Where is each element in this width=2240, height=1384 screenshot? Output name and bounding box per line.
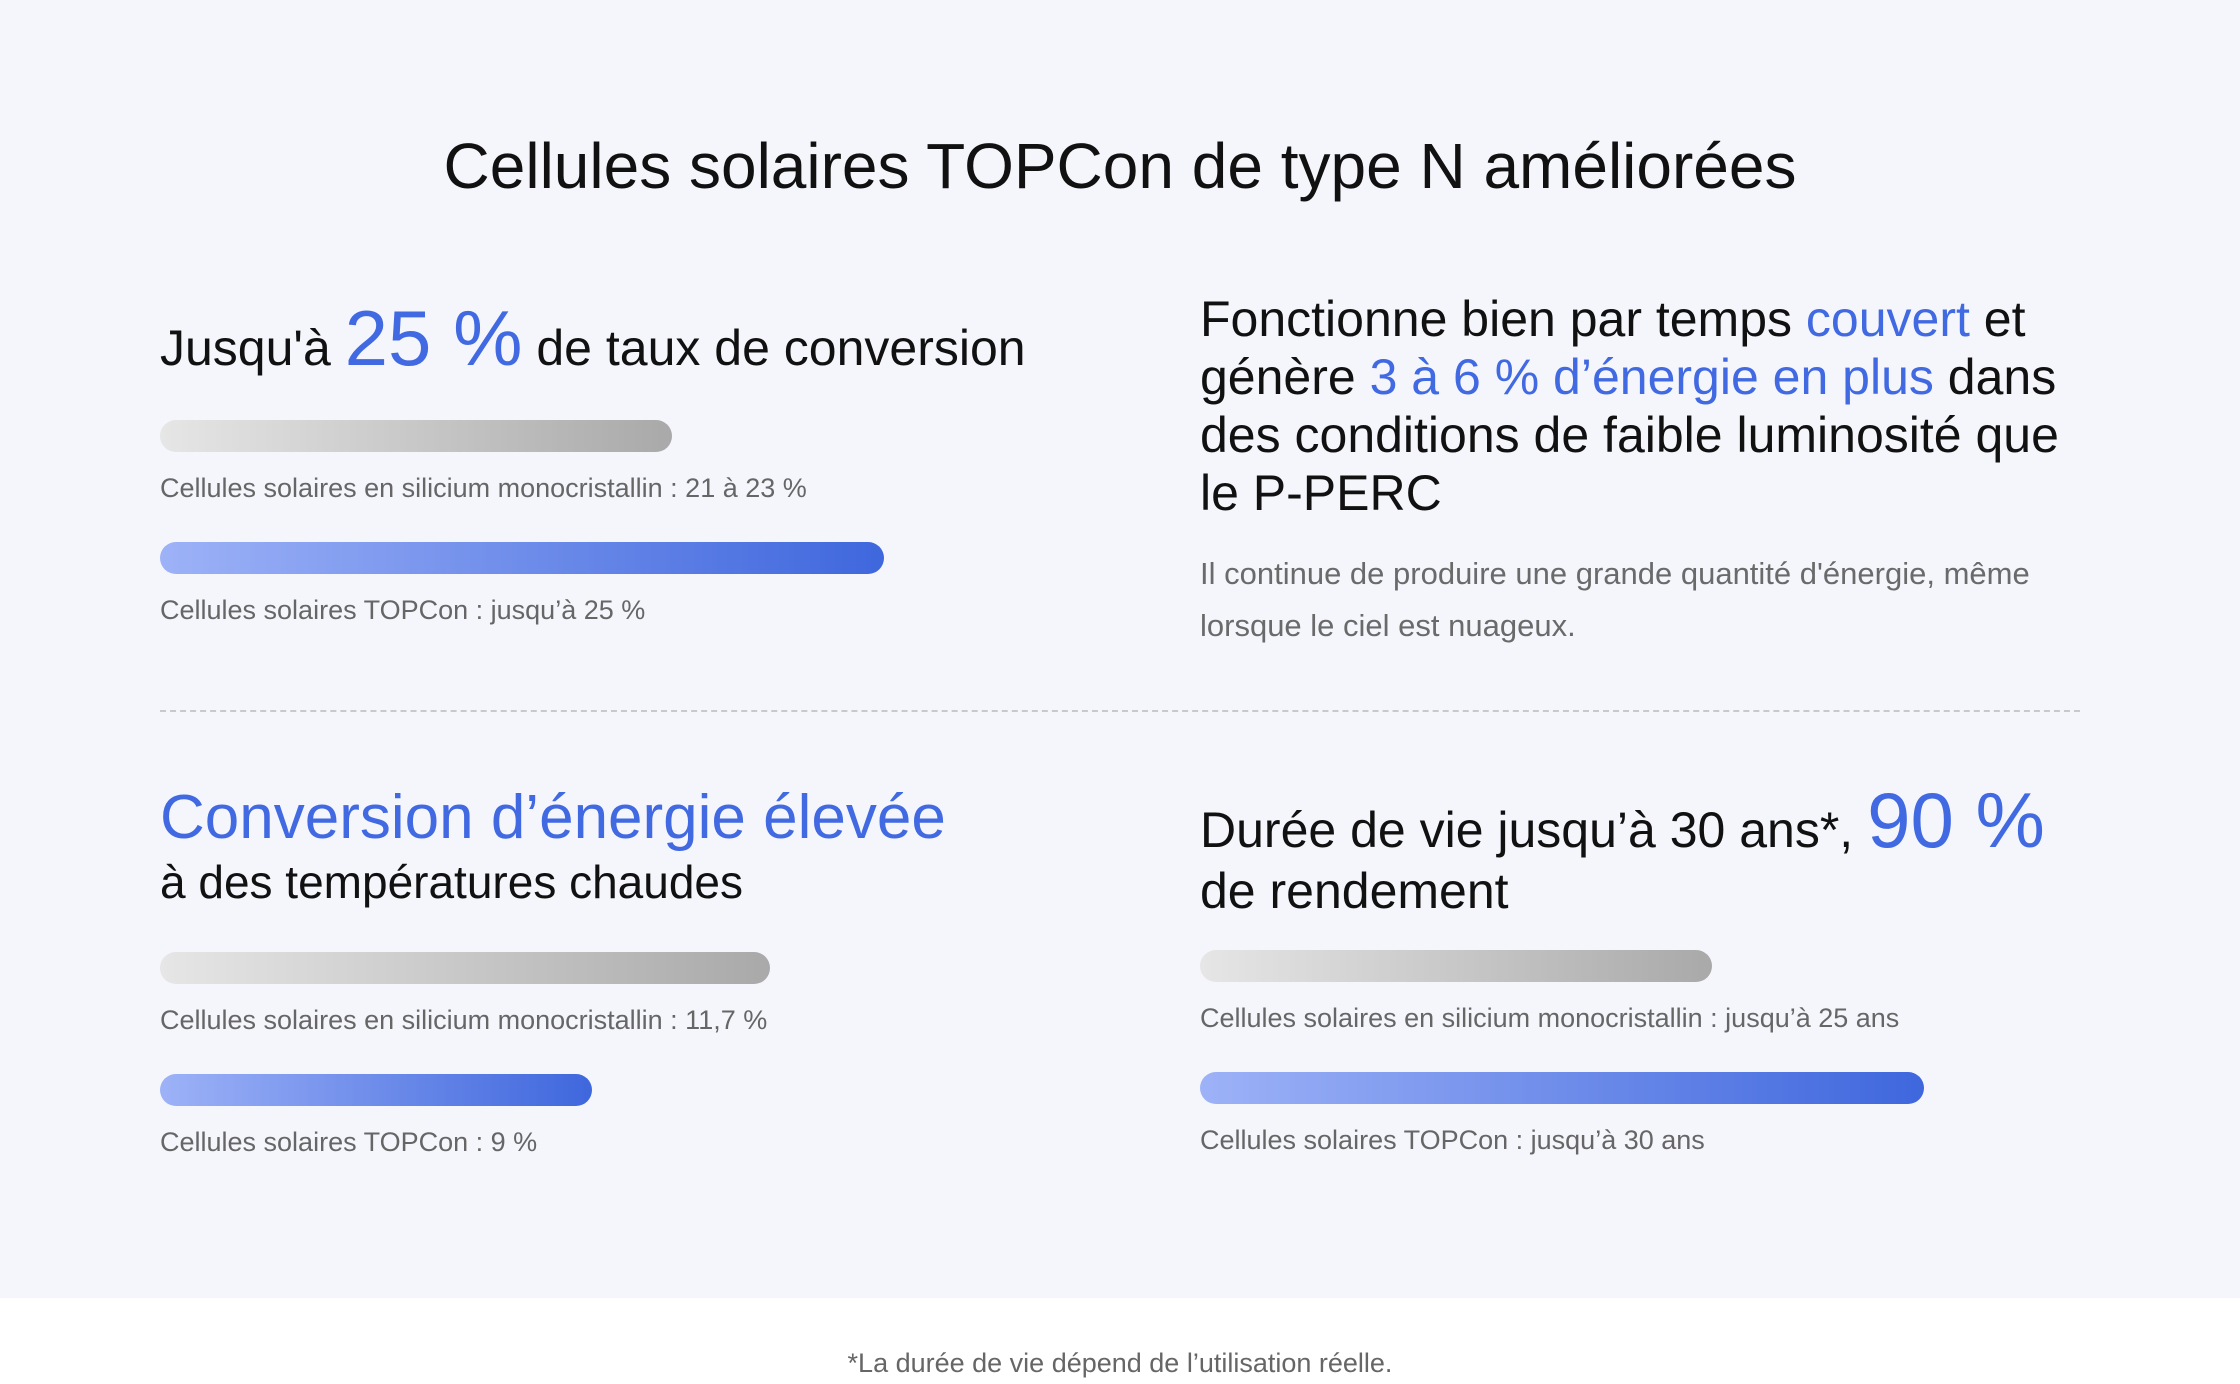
topcon-lifespan-bar <box>1200 1072 1924 1104</box>
temperature-title: Conversion d’énergie élevée <box>160 783 946 852</box>
temperature-section: Conversion d’énergie élevée à des tempér… <box>160 782 1120 1160</box>
mono-efficiency-bar <box>160 420 672 452</box>
temperature-subtitle: à des températures chaudes <box>160 856 744 908</box>
mono-efficiency-caption: Cellules solaires en silicium monocrista… <box>160 473 807 503</box>
mono-lifespan-caption: Cellules solaires en silicium monocrista… <box>1200 1003 1900 1033</box>
low-light-section: Fonctionne bien par temps couvert et gén… <box>1200 290 2100 652</box>
footnote: *La durée de vie dépend de l’utilisation… <box>847 1348 1393 1378</box>
low-light-part2: et génère <box>1200 291 2026 405</box>
low-light-headline: Fonctionne bien par temps couvert et gén… <box>1200 290 2100 522</box>
efficiency-suffix: de taux de conversion <box>522 320 1026 376</box>
low-light-accent2: 3 à 6 % d’énergie en plus <box>1369 349 1934 405</box>
mono-temperature-caption: Cellules solaires en silicium monocrista… <box>160 1005 768 1035</box>
efficiency-highlight: 25 % <box>344 294 523 382</box>
section-divider <box>160 710 2080 712</box>
efficiency-section: Jusqu'à 25 % de taux de conversion Cellu… <box>160 290 1120 628</box>
low-light-accent1: couvert <box>1805 291 1970 347</box>
efficiency-prefix: Jusqu'à <box>160 320 345 376</box>
efficiency-headline: Jusqu'à 25 % de taux de conversion <box>160 290 1120 396</box>
low-light-part1: Fonctionne bien par temps <box>1200 291 1806 347</box>
topcon-temperature-caption: Cellules solaires TOPCon : 9 % <box>160 1127 538 1157</box>
topcon-efficiency-caption: Cellules solaires TOPCon : jusqu’à 25 % <box>160 595 646 625</box>
topcon-efficiency-bar <box>160 542 884 574</box>
lifespan-headline: Durée de vie jusqu’à 30 ans*, 90 % <box>1200 781 2100 868</box>
feature-panel: Cellules solaires TOPCon de type N améli… <box>0 0 2240 1298</box>
topcon-lifespan-caption: Cellules solaires TOPCon : jusqu’à 30 an… <box>1200 1125 1705 1155</box>
mono-lifespan-bar <box>1200 950 1712 982</box>
page-title: Cellules solaires TOPCon de type N améli… <box>443 130 1797 202</box>
lifespan-section: Durée de vie jusqu’à 30 ans*, 90 % de re… <box>1200 781 2100 1158</box>
lifespan-highlight: 90 % <box>1867 776 2045 864</box>
lifespan-prefix: Durée de vie jusqu’à 30 ans*, <box>1200 802 1868 858</box>
low-light-description: Il continue de produire une grande quant… <box>1200 556 2030 643</box>
topcon-temperature-bar <box>160 1074 592 1106</box>
lifespan-suffix: de rendement <box>1200 863 1509 919</box>
low-light-part3: dans des conditions de faible luminosité… <box>1200 349 2059 521</box>
mono-temperature-bar <box>160 952 770 984</box>
